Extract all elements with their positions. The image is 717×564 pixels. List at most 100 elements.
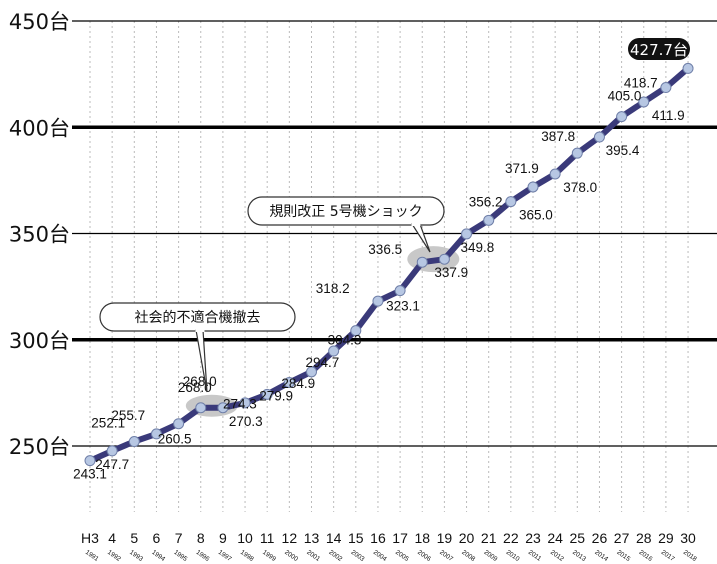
x-year-label: 1991	[84, 549, 100, 563]
x-tick-label: 18	[414, 530, 430, 546]
x-tick-label: 26	[592, 530, 608, 546]
y-tick-label: 350台	[9, 223, 70, 247]
x-tick-label: 22	[503, 530, 519, 546]
x-year-label: 2003	[350, 549, 366, 563]
data-point	[527, 181, 539, 193]
last-value-badge: 427.7台	[628, 38, 690, 60]
x-year-label: 1992	[106, 549, 122, 563]
x-tick-label: 25	[570, 530, 586, 546]
data-label: 405.0	[608, 89, 642, 104]
x-year-label: 2006	[416, 549, 432, 563]
y-tick-label: 450台	[9, 10, 70, 34]
data-point	[150, 428, 162, 440]
data-label: 349.8	[461, 240, 495, 255]
x-year-label: 2001	[305, 549, 321, 563]
data-point	[128, 436, 140, 448]
x-year-label: 1996	[195, 549, 211, 563]
data-label: 268.0	[183, 374, 217, 389]
x-tick-label: 4	[108, 530, 116, 546]
data-point	[239, 397, 251, 409]
y-tick-label: 400台	[9, 116, 70, 140]
x-tick-label: 16	[370, 530, 386, 546]
data-label: 247.7	[95, 457, 129, 472]
data-point	[682, 62, 694, 74]
x-tick-label: 5	[130, 530, 138, 546]
data-label: 395.4	[606, 143, 640, 158]
x-year-label: 2010	[505, 549, 521, 563]
x-year-label: 1998	[239, 549, 255, 563]
data-point	[638, 96, 650, 108]
data-point	[328, 345, 340, 357]
data-label: 243.1	[73, 467, 107, 482]
x-year-label: 2007	[438, 549, 454, 563]
x-year-label: 2015	[615, 549, 631, 563]
data-point	[416, 256, 428, 268]
data-point	[217, 402, 229, 414]
x-year-label: 2014	[593, 549, 609, 563]
data-label: 371.9	[505, 161, 539, 176]
annotation-label: 規則改正 5号機ショック	[269, 204, 422, 220]
x-tick-label: 9	[219, 530, 227, 546]
x-year-label: 2009	[483, 549, 499, 563]
x-tick-label: 17	[392, 530, 408, 546]
x-year-label: 1994	[150, 549, 166, 563]
x-tick-label: 14	[326, 530, 342, 546]
data-label: 356.2	[469, 194, 503, 209]
x-year-label: 2004	[372, 549, 388, 563]
annotation-label: 社会的不適合機撤去	[135, 309, 261, 326]
x-tick-label: 8	[197, 530, 205, 546]
x-tick-label: 21	[481, 530, 497, 546]
x-tick-label: 27	[614, 530, 630, 546]
data-point	[394, 285, 406, 297]
x-year-label: 2017	[660, 549, 676, 563]
data-point	[106, 445, 118, 457]
x-year-label: 2016	[638, 549, 654, 563]
data-label: 294.7	[306, 355, 340, 370]
x-year-label: 2011	[527, 549, 543, 563]
data-label: 411.9	[652, 108, 685, 123]
data-markers	[84, 62, 694, 467]
data-point	[195, 402, 207, 414]
x-tick-label: 23	[525, 530, 541, 546]
x-tick-label: 6	[153, 530, 161, 546]
x-year-label: 2008	[460, 549, 476, 563]
x-year-label: 1999	[261, 549, 277, 563]
x-tick-label: 29	[658, 530, 674, 546]
x-tick-label: 28	[636, 530, 652, 546]
x-tick-label: 20	[459, 530, 475, 546]
data-label: 387.8	[541, 129, 575, 144]
data-point	[261, 388, 273, 400]
x-axis-ticks: H3 1991 4 1992 5 1993 6 1994 7 1995 8 1996 9 1997 10 19…	[81, 530, 698, 563]
y-tick-label: 250台	[9, 435, 70, 459]
data-label: 270.3	[229, 414, 263, 429]
data-label: 252.1	[91, 416, 125, 431]
data-label: 255.7	[111, 408, 145, 423]
x-year-label: 2000	[283, 549, 299, 563]
x-tick-label: 15	[348, 530, 364, 546]
data-point	[461, 228, 473, 240]
data-point	[350, 325, 362, 337]
x-tick-label: 10	[237, 530, 253, 546]
data-label: 304.3	[328, 333, 362, 348]
data-label: 336.5	[368, 242, 402, 257]
data-point	[593, 131, 605, 143]
data-point	[549, 168, 561, 180]
x-year-label: 2002	[328, 549, 344, 563]
data-label: 318.2	[316, 281, 350, 296]
x-tick-label: 30	[680, 530, 696, 546]
data-label: 378.0	[563, 180, 597, 195]
data-point	[84, 455, 96, 467]
data-label: 418.7	[624, 76, 658, 91]
x-year-label: 1995	[172, 549, 188, 563]
y-tick-label: 300台	[9, 329, 70, 353]
last-value-label: 427.7台	[630, 41, 688, 59]
data-point	[283, 376, 295, 388]
x-tick-label: 13	[304, 530, 320, 546]
x-year-label: 2012	[549, 549, 565, 563]
y-axis-ticks: 450台 400台 350台 300台 250台	[9, 10, 70, 459]
data-label: 260.5	[158, 432, 192, 447]
data-point	[372, 295, 384, 307]
data-point	[306, 366, 317, 378]
x-year-label: 2013	[571, 549, 587, 563]
